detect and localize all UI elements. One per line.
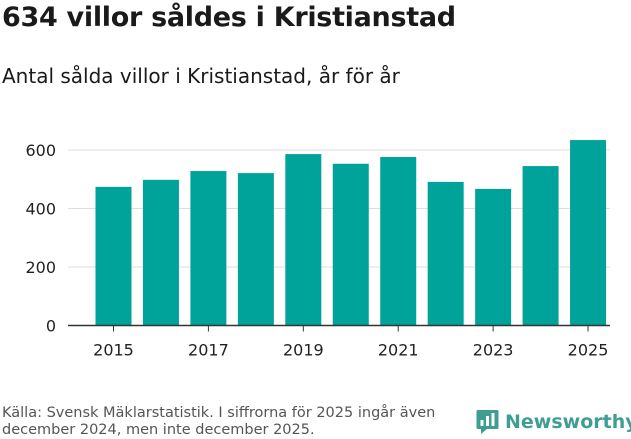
newsworthy-logo-icon xyxy=(476,410,499,434)
x-tick-label-2023: 2023 xyxy=(473,341,514,360)
chart-subtitle: Antal sålda villor i Kristianstad, år fö… xyxy=(2,64,400,88)
x-tick-label-2017: 2017 xyxy=(188,341,229,360)
bar-2017[interactable] xyxy=(190,171,227,326)
bar-2025[interactable] xyxy=(570,140,607,326)
bar-2020[interactable] xyxy=(332,163,369,326)
bars xyxy=(95,140,607,326)
x-axis-ticks: 2015 2017 2019 2021 2023 2025 xyxy=(93,325,609,360)
bar-2019[interactable] xyxy=(285,154,322,326)
y-axis-ticks: 0 200 400 600 xyxy=(25,141,56,336)
brand-name: Newsworthy xyxy=(505,411,631,433)
x-tick-label-2019: 2019 xyxy=(283,341,324,360)
chart-title: 634 villor såldes i Kristianstad xyxy=(2,2,456,33)
bar-2018[interactable] xyxy=(237,173,274,326)
y-tick-label-600: 600 xyxy=(25,141,56,160)
bar-2022[interactable] xyxy=(427,181,464,326)
bar-2024[interactable] xyxy=(522,166,559,326)
y-tick-label-0: 0 xyxy=(46,317,56,336)
bar-2023[interactable] xyxy=(475,188,512,326)
x-tick-label-2021: 2021 xyxy=(378,341,419,360)
bar-2021[interactable] xyxy=(380,157,417,326)
bar-2016[interactable] xyxy=(142,179,179,326)
y-tick-label-400: 400 xyxy=(25,200,56,219)
y-tick-label-200: 200 xyxy=(25,258,56,277)
newsworthy-logo[interactable]: Newsworthy xyxy=(476,408,631,436)
bar-2015[interactable] xyxy=(95,186,132,326)
source-note: Källa: Svensk Mäklarstatistik. I siffror… xyxy=(2,405,436,438)
x-tick-label-2025: 2025 xyxy=(568,341,609,360)
x-tick-label-2015: 2015 xyxy=(93,341,134,360)
